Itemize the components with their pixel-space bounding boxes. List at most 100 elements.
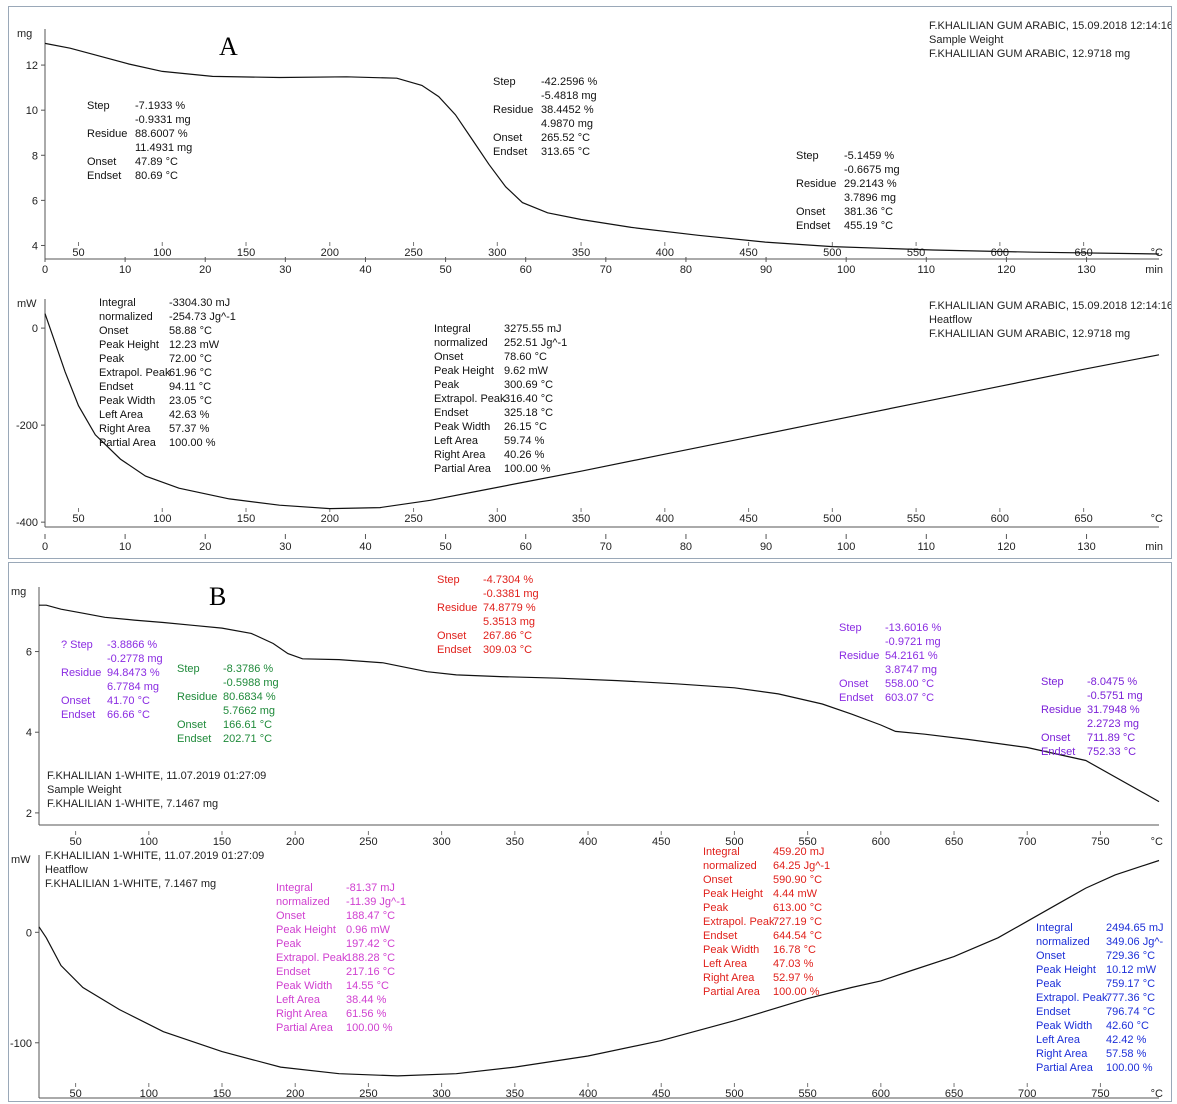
annotation-label: Partial Area [99,437,157,449]
x-tick-label: 400 [579,836,597,848]
annotation-label: Endset [839,692,873,704]
annotation-value: 16.78 °C [773,944,816,956]
annotation-value: 47.03 % [773,958,814,970]
annotation-value: 217.16 °C [346,966,395,978]
annotation-label: Step [796,150,819,162]
x-tick-label: 600 [872,1088,890,1100]
annotation-label: Onset [61,695,90,707]
x-tick-label: 550 [907,513,925,525]
annotation-value: 38.44 % [346,994,387,1006]
annotation-value: -0.5988 mg [223,677,279,689]
annotation-value: 558.00 °C [885,678,934,690]
panel-a: mg 4 6 8 10 12 50 100 150 200 250 300 350 400 450 500 55… [8,6,1172,559]
annotation-label: Integral [434,323,471,335]
annotation-value: -0.2778 mg [107,653,163,665]
annotation-label: Peak Height [703,888,763,900]
annotation-label: Onset [703,874,732,886]
y-tick-label: 12 [26,60,38,72]
annotation-value: 188.47 °C [346,910,395,922]
time-unit-label: min [1145,264,1163,276]
annotation-label: Peak [99,353,125,365]
y-tick-label: 10 [26,105,38,117]
x-tick-label: 150 [237,513,255,525]
annotation-label: Extrapol. Peak [99,367,171,379]
annotation-value: 61.56 % [346,1008,387,1020]
x-tick-label: 150 [213,836,231,848]
annotation-value: 202.71 °C [223,733,272,745]
x-tick-label: 300 [488,247,506,259]
annotation-value: 66.66 °C [107,709,150,721]
annotation-value: 78.60 °C [504,351,547,363]
sample-info-line: F.KHALILIAN GUM ARABIC, 15.09.2018 12:14… [929,300,1171,312]
annotation-value: 42.60 °C [1106,1020,1149,1032]
annotation-value: 325.18 °C [504,407,553,419]
annotation-label: Left Area [276,994,321,1006]
x-tick-label: 200 [286,1088,304,1100]
annotation-value: 59.74 % [504,435,545,447]
annotation-value: 31.7948 % [1087,704,1140,716]
annotation-label: Step [177,663,200,675]
annotation-label: Onset [177,719,206,731]
x-tick-label: 50 [72,247,84,259]
x-tick-label: 500 [823,247,841,259]
y-tick-label: 4 [32,240,38,252]
x-unit-label: °C [1151,513,1163,525]
annotation-value: 41.70 °C [107,695,150,707]
annotation-label: Residue [796,178,836,190]
time-tick-label: 120 [997,264,1015,276]
x-tick-label: 750 [1091,1088,1109,1100]
time-tick-label: 100 [837,541,855,553]
y-tick-label: 2 [26,808,32,820]
annotation-value: -5.1459 % [844,150,894,162]
data-curve [39,604,1160,803]
x-tick-label: 250 [404,247,422,259]
annotation-value: -0.9721 mg [885,636,941,648]
x-tick-label: 700 [1018,836,1036,848]
time-tick-label: 70 [600,264,612,276]
annotation-label: Step [493,76,516,88]
time-tick-label: 30 [279,264,291,276]
time-tick-label: 90 [760,541,772,553]
annotation-value: -11.39 Jg^-1 [346,896,406,908]
annotation-label: Left Area [99,409,144,421]
sample-info-line: F.KHALILIAN 1-WHITE, 7.1467 mg [45,878,216,890]
annotation-label: Onset [276,910,305,922]
annotation-label: Extrapol. Peak [1036,992,1108,1004]
annotation-label: Endset [99,381,133,393]
annotation-label: Integral [1036,922,1073,934]
sample-info-line: F.KHALILIAN 1-WHITE, 11.07.2019 01:27:09 [47,770,266,782]
annotation-value: -3304.30 mJ [169,297,230,309]
sample-info-line: F.KHALILIAN 1-WHITE, 11.07.2019 01:27:09 [45,850,264,862]
annotation-label: Integral [703,846,740,858]
annotation-label: Endset [434,407,468,419]
annotation-label: Right Area [276,1008,328,1020]
x-tick-label: 150 [237,247,255,259]
annotation-label: Right Area [1036,1048,1088,1060]
annotation-label: Endset [87,170,121,182]
time-tick-label: 110 [918,541,936,553]
sample-info-line: Heatflow [45,864,88,876]
x-tick-label: 100 [153,513,171,525]
x-tick-label: 350 [572,513,590,525]
x-tick-label: 250 [359,836,377,848]
annotation-value: 12.23 mW [169,339,220,351]
x-tick-label: 200 [286,836,304,848]
annotation-value: 88.6007 % [135,128,188,140]
sample-info-line: Sample Weight [47,784,121,796]
annotation-label: Peak Height [1036,964,1096,976]
annotation-value: -0.6675 mg [844,164,900,176]
annotation-value: 796.74 °C [1106,1006,1155,1018]
annotation-value: 61.96 °C [169,367,212,379]
y-tick-label: 0 [32,323,38,335]
x-tick-label: 550 [798,1088,816,1100]
time-tick-label: 40 [359,264,371,276]
annotation-value: 2.2723 mg [1087,718,1139,730]
x-tick-label: 150 [213,1088,231,1100]
annotation-label: Endset [276,966,310,978]
annotation-label: Peak [434,379,460,391]
panel-letter: A [219,32,238,61]
annotation-value: 349.06 Jg^- [1106,936,1163,948]
annotation-label: Onset [87,156,116,168]
x-tick-label: 600 [872,836,890,848]
x-tick-label: 50 [69,836,81,848]
